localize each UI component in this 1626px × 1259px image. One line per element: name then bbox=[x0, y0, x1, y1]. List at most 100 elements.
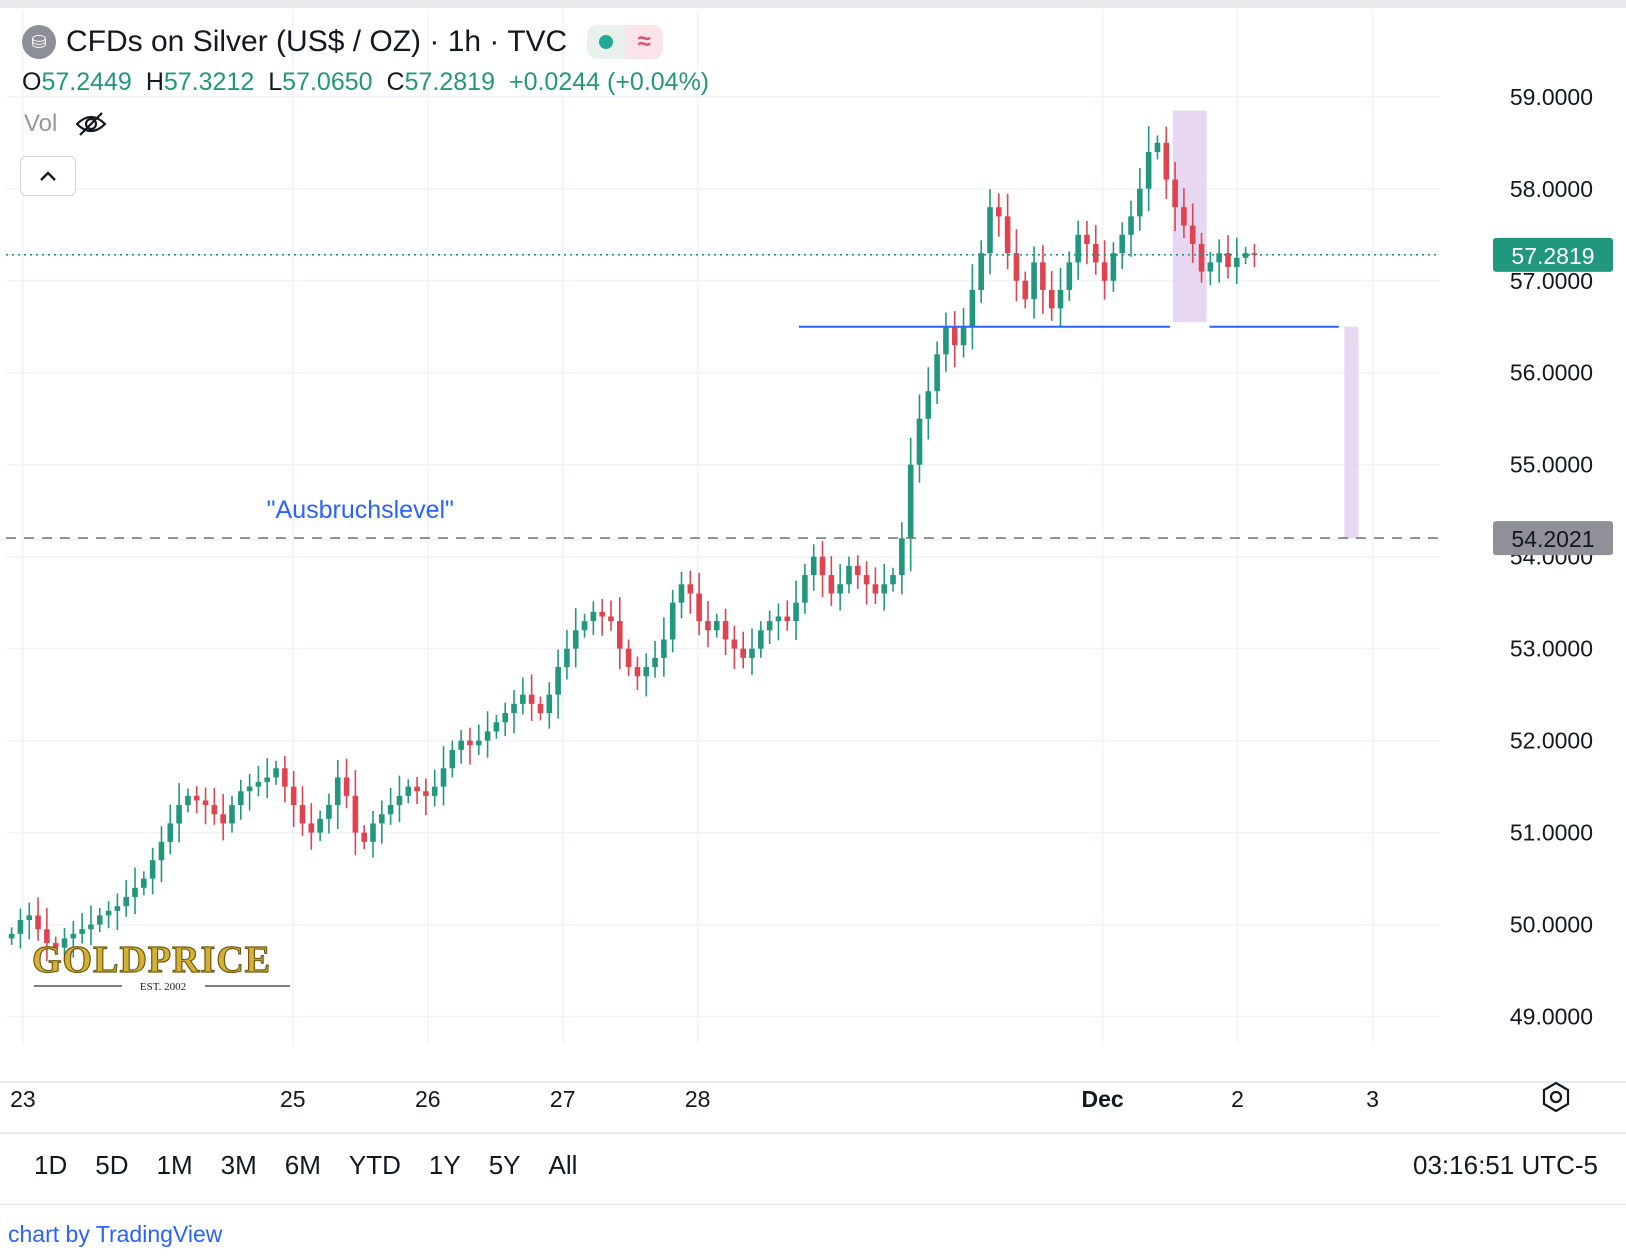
symbol-logo-icon[interactable]: ⛁ bbox=[22, 25, 56, 59]
candle-body bbox=[678, 584, 685, 603]
candle bbox=[555, 649, 561, 719]
price-axis[interactable]: 59.000058.000057.000056.000055.000054.00… bbox=[1493, 84, 1613, 1030]
market-status-badge[interactable]: ≈ bbox=[587, 25, 664, 59]
range-6m[interactable]: 6M bbox=[284, 1150, 321, 1180]
collapse-legend-button[interactable] bbox=[20, 156, 76, 196]
date-tick-label: 3 bbox=[1366, 1086, 1379, 1112]
axis-settings-icon[interactable] bbox=[1542, 1081, 1570, 1113]
candle-body bbox=[775, 616, 782, 622]
candle-body bbox=[370, 823, 376, 842]
candle-body bbox=[35, 915, 41, 930]
candle-body bbox=[572, 630, 579, 649]
time-zone-clock[interactable]: 03:16:51 UTC-5 bbox=[1413, 1150, 1598, 1180]
ohlc-legend: O 57.2449 H 57.3212 L 57.0650 C 57.2819 +0.0… bbox=[22, 68, 723, 97]
candle-body bbox=[1172, 179, 1178, 208]
change-value: +0.0244 (+0.04%) bbox=[508, 68, 710, 96]
range-5d[interactable]: 5D bbox=[95, 1150, 129, 1180]
candle-body bbox=[511, 703, 517, 714]
candle bbox=[819, 541, 826, 598]
candle-body bbox=[1128, 216, 1134, 235]
candle-body bbox=[229, 805, 235, 824]
range-5y[interactable]: 5Y bbox=[488, 1150, 521, 1180]
price-tick-label: 50.0000 bbox=[1510, 912, 1593, 938]
candle-body bbox=[528, 694, 535, 704]
candle-body bbox=[317, 818, 323, 833]
candle bbox=[643, 653, 650, 697]
candle-body bbox=[414, 786, 420, 792]
date-tick-label: 26 bbox=[415, 1086, 441, 1112]
candle-body bbox=[334, 777, 341, 806]
candle bbox=[1189, 203, 1196, 263]
candle-body bbox=[79, 929, 85, 934]
candle bbox=[343, 758, 350, 809]
candle bbox=[564, 629, 570, 680]
candle bbox=[299, 786, 306, 836]
candle-body bbox=[132, 887, 138, 898]
candle-body bbox=[61, 938, 68, 948]
range-1d[interactable]: 1D bbox=[34, 1150, 68, 1180]
candle-body bbox=[290, 786, 297, 806]
range-ytd[interactable]: YTD bbox=[348, 1150, 401, 1180]
candle bbox=[255, 765, 262, 797]
candle bbox=[996, 193, 1002, 237]
candle-body bbox=[458, 740, 464, 750]
candle-body bbox=[731, 639, 738, 649]
candle-body bbox=[1154, 142, 1161, 152]
last-price-tag bbox=[1493, 237, 1613, 272]
tradingview-credit-link[interactable]: chart by TradingView bbox=[8, 1221, 223, 1247]
candle bbox=[758, 621, 764, 658]
price-tick-label: 51.0000 bbox=[1510, 820, 1593, 846]
eye-off-icon[interactable] bbox=[75, 111, 107, 137]
high-label: H bbox=[145, 68, 164, 96]
candle-body bbox=[141, 878, 147, 888]
range-3m[interactable]: 3M bbox=[220, 1150, 257, 1180]
candle-body bbox=[1181, 207, 1187, 226]
candle bbox=[731, 625, 738, 669]
candle bbox=[1216, 239, 1222, 283]
candle-body bbox=[784, 616, 791, 622]
watermark-brand: GOLDPRICE bbox=[32, 939, 271, 981]
time-axis[interactable]: 23 25 26 27 28 Dec 2 3 bbox=[10, 1081, 1570, 1113]
candle bbox=[405, 779, 412, 804]
candle bbox=[475, 724, 482, 755]
range-1m[interactable]: 1M bbox=[156, 1150, 193, 1180]
chevron-up-icon bbox=[40, 171, 56, 181]
candle-body bbox=[1233, 257, 1240, 267]
candle bbox=[1145, 126, 1152, 212]
candle bbox=[79, 913, 85, 944]
candle-body bbox=[555, 667, 561, 695]
candle-body bbox=[661, 639, 667, 658]
candle-body bbox=[282, 768, 288, 787]
candle-body bbox=[379, 814, 385, 824]
candle bbox=[370, 811, 376, 858]
candle bbox=[872, 567, 879, 605]
candle-body bbox=[396, 795, 403, 806]
open-value: 57.2449 bbox=[41, 68, 132, 96]
candle bbox=[423, 778, 429, 816]
candle-body bbox=[185, 795, 191, 806]
candle-body bbox=[1040, 262, 1046, 290]
candle-body bbox=[1145, 151, 1152, 189]
candle-body bbox=[449, 749, 456, 769]
range-all[interactable]: All bbox=[548, 1150, 578, 1180]
vol-label: Vol bbox=[24, 110, 58, 137]
candle bbox=[1084, 220, 1090, 265]
candle bbox=[1022, 271, 1029, 309]
candle bbox=[123, 880, 130, 917]
candle-body bbox=[493, 722, 500, 732]
range-1y[interactable]: 1Y bbox=[428, 1150, 461, 1180]
candle bbox=[537, 696, 544, 721]
candle bbox=[1198, 232, 1205, 283]
candle bbox=[1128, 200, 1134, 257]
gear-center bbox=[1549, 1090, 1563, 1104]
price-tick-label: 59.0000 bbox=[1510, 84, 1593, 110]
low-value: 57.0650 bbox=[282, 68, 373, 96]
candle bbox=[96, 908, 103, 932]
candle bbox=[317, 810, 323, 841]
candle bbox=[141, 871, 147, 896]
candle-body bbox=[978, 253, 984, 290]
candle-body bbox=[1163, 142, 1170, 180]
candle bbox=[696, 572, 702, 636]
symbol-title[interactable]: CFDs on Silver (US$ / OZ) · 1h · TVC bbox=[66, 25, 568, 58]
